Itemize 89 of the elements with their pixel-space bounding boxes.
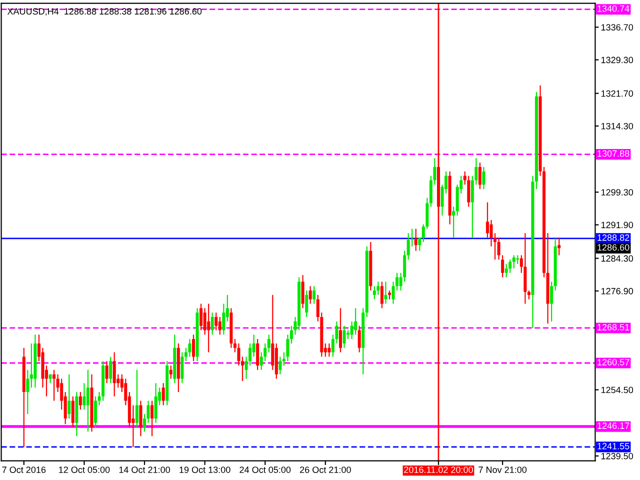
candlestick [162,382,165,406]
candlestick [558,237,561,256]
candlestick [328,342,331,358]
candlestick [252,334,256,358]
candlestick [376,281,380,296]
y-tick-label: 1314.30 [601,122,634,130]
ref-line-label: 1268.51 [598,324,630,330]
candlestick [169,364,172,380]
candlestick [78,391,82,410]
candlestick [482,166,486,190]
x-tick-label: 14 Oct 21:00 [119,466,170,473]
candlestick [508,259,512,274]
y-tick-label: 1239.50 [601,452,634,460]
ref-line-label: 1307.88 [598,150,630,157]
candlestick [372,286,376,300]
y-tick-label: 1276.90 [601,288,634,294]
candlestick [414,228,418,252]
candlestick [301,274,304,309]
candlestick [384,281,388,304]
x-tick-label: 7 Oct 2016 [2,466,46,473]
candlestick [256,338,260,370]
ref-line-label: 1288.82 [598,234,630,241]
candlestick [497,237,500,260]
y-tick-label: 1321.70 [601,90,634,97]
candlestick [305,290,308,318]
y-tick-label: 1291.90 [601,222,634,228]
candlestick [478,162,482,190]
x-tick-label: 12 Oct 05:00 [59,466,110,473]
candlestick [286,334,290,362]
y-tick-label: 1329.30 [601,56,634,64]
x-tick-label: 26 Oct 21:00 [300,466,351,473]
candlestick [94,396,98,428]
y-tick-label: 1336.70 [601,24,634,31]
candlestick [278,356,282,375]
candlestick [418,237,422,252]
candlestick [86,369,90,432]
candlestick [105,360,108,384]
candlestick [188,338,192,358]
text: 1286.60 [598,244,630,251]
candlestick [358,325,361,353]
candlestick [200,303,203,331]
candlestick [109,356,112,384]
chart-title: XAUUSD,H4 1286.88 1288.38 1281.96 1286.60 [7,8,202,16]
candlestick [214,312,218,331]
x-tick-label: 24 Oct 05:00 [240,466,291,473]
candlestick [26,369,30,415]
candlestick [30,342,33,388]
candlestick [82,382,86,410]
candlestick [550,281,554,322]
candlestick [467,175,470,208]
x-tick-label: 7 Nov 21:00 [478,466,527,473]
candlestick [154,382,158,424]
candlestick [52,369,56,402]
y-tick-label: 1254.50 [601,386,634,394]
ref-line-label: 1340.74 [598,5,630,12]
candlestick [139,400,142,437]
x-tick-label: 2016.11.02 20:00 [404,466,473,473]
ref-line-label: 1260.57 [598,359,630,366]
candlestick [135,369,138,428]
candlestick [406,232,410,260]
candlestick [180,352,184,384]
candlestick [222,303,226,336]
candlestick [452,206,456,238]
candlestick [150,400,154,437]
candlestick [342,325,346,348]
ref-line-label: 1241.55 [598,442,630,450]
candlestick [271,294,274,370]
candlestick [146,400,150,424]
candlestick [218,316,222,336]
candlestick [308,286,312,304]
candlestick [504,264,508,278]
candlestick [207,303,210,353]
y-tick-label: 1284.30 [601,255,634,262]
candlestick [71,396,74,428]
candlestick [512,254,516,270]
candlestick [68,374,71,420]
candlestick [312,286,316,304]
candlestick [112,352,116,397]
candlestick [192,334,196,362]
y-tick-label: 1299.30 [601,189,634,196]
candlestick [354,308,358,336]
candlestick [237,342,240,366]
candlestick [338,308,342,353]
candlestick [380,281,384,309]
ref-line-label: 1246.17 [598,422,630,429]
candlestick [267,334,270,353]
candlestick [210,312,214,336]
x-tick-label: 19 Oct 13:00 [180,466,230,473]
candlestick [501,254,504,278]
